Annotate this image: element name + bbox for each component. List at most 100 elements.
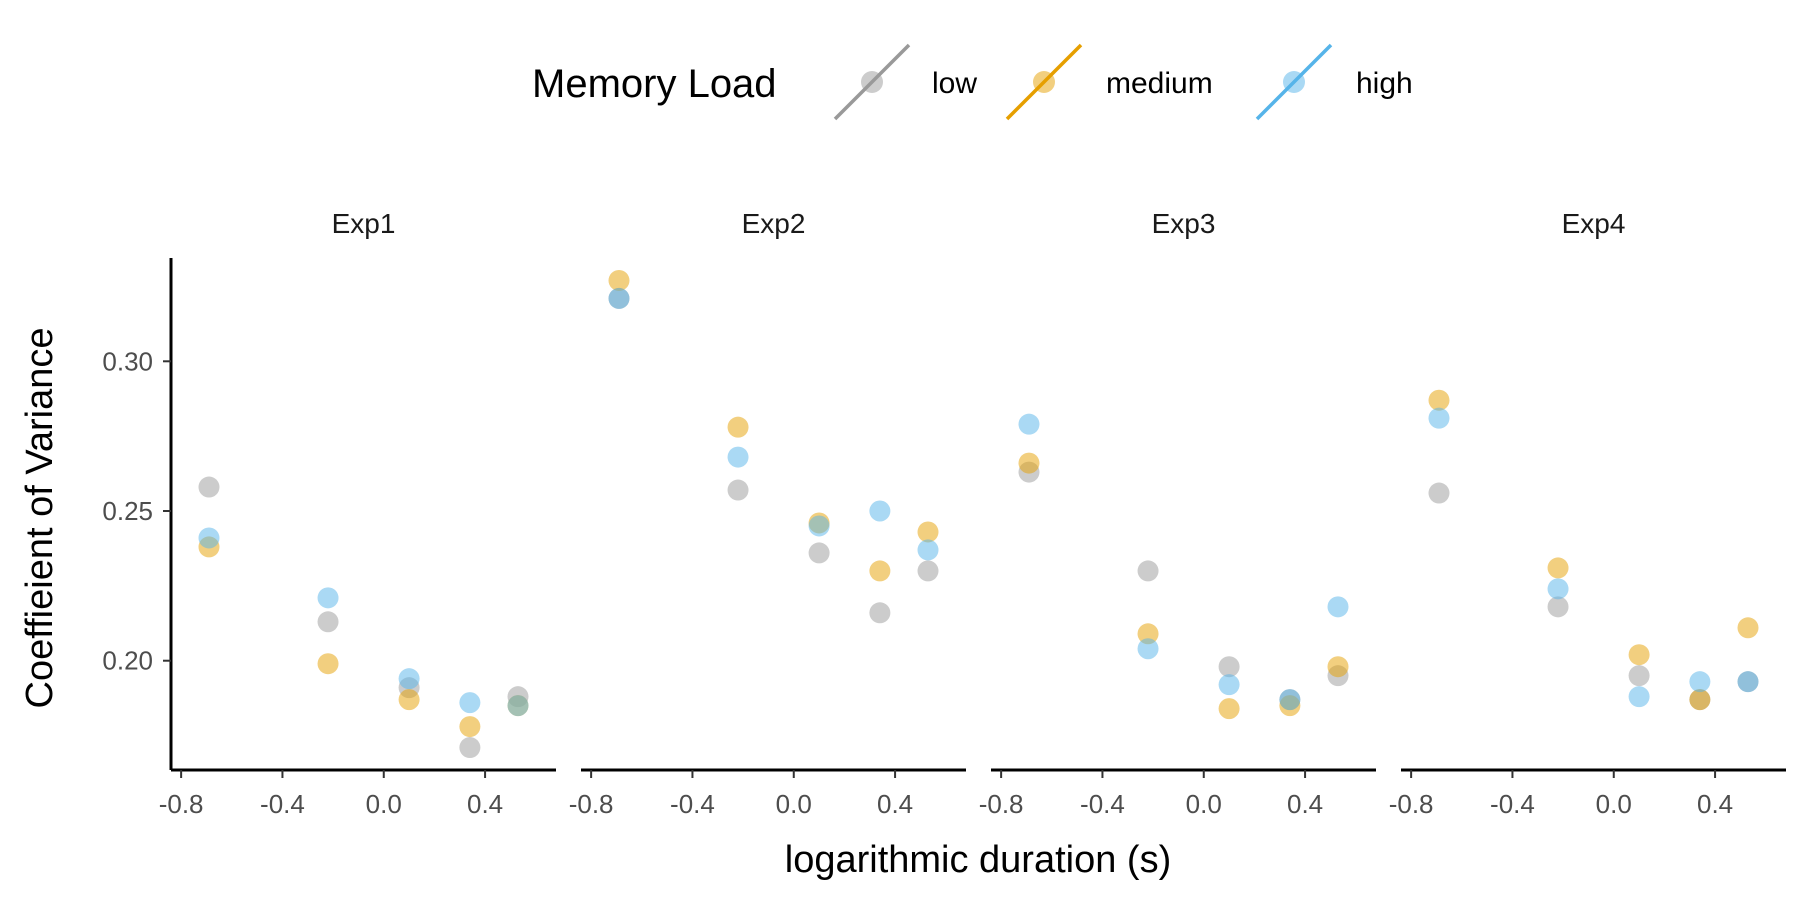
x-tick-label: -0.4 — [260, 789, 305, 819]
legend-key-high: high — [1255, 43, 1413, 121]
panel-exp2: Exp2 -0.8 -0.4 0.0 0.4 — [569, 208, 966, 819]
data-point-low — [1428, 482, 1450, 504]
panel-exp1: Exp1 -0.8 -0.4 0.0 0.4 0.20 0.25 0.30 — [102, 208, 556, 819]
panel-title: Exp1 — [332, 208, 396, 239]
data-point-high — [198, 527, 220, 549]
legend-point-low — [861, 71, 883, 93]
x-axis-title: logarithmic duration (s) — [785, 839, 1171, 881]
data-point-low — [917, 560, 939, 582]
data-point-medium — [459, 716, 481, 738]
data-point-medium — [1737, 617, 1759, 639]
data-point-medium — [1018, 452, 1040, 474]
data-point-low — [1137, 560, 1159, 582]
series-low — [1428, 482, 1759, 711]
series-high — [1018, 413, 1349, 711]
series-high — [1428, 407, 1759, 708]
data-point-low — [1628, 665, 1650, 687]
data-point-medium — [1218, 698, 1240, 720]
series-medium — [1428, 389, 1759, 711]
x-tick-label: -0.8 — [979, 789, 1024, 819]
data-point-high — [1137, 638, 1159, 660]
legend-label-high: high — [1356, 67, 1413, 100]
data-point-low — [459, 737, 481, 759]
data-point-medium — [1327, 656, 1349, 678]
x-tick-label: 0.4 — [1287, 789, 1323, 819]
x-tick-label: 0.4 — [467, 789, 503, 819]
panel-exp4: Exp4 -0.8 -0.4 0.0 0.4 — [1389, 208, 1786, 819]
data-point-medium — [1137, 623, 1159, 645]
x-tick-label: -0.8 — [569, 789, 614, 819]
data-point-medium — [398, 689, 420, 711]
data-point-low — [727, 479, 749, 501]
data-point-high — [398, 668, 420, 690]
data-point-medium — [1428, 389, 1450, 411]
data-point-high — [1018, 413, 1040, 435]
data-point-high — [1327, 596, 1349, 618]
data-point-high — [459, 692, 481, 714]
y-tick-label: 0.25 — [102, 496, 153, 526]
y-axis-title: Coeffieient of Variance — [19, 328, 61, 709]
panel-exp3: Exp3 -0.8 -0.4 0.0 0.4 — [979, 208, 1376, 819]
legend-label-medium: medium — [1106, 67, 1213, 100]
y-tick-label: 0.20 — [102, 646, 153, 676]
series-high — [198, 527, 529, 717]
data-point-medium — [317, 653, 339, 675]
data-point-high — [1279, 689, 1301, 711]
series-low — [1018, 461, 1349, 711]
panel-title: Exp4 — [1562, 208, 1626, 239]
data-point-high — [1628, 686, 1650, 708]
x-tick-label: 0.0 — [776, 789, 812, 819]
data-point-high — [1737, 671, 1759, 693]
data-point-high — [869, 500, 891, 522]
series-high — [608, 287, 939, 561]
panel-title: Exp2 — [742, 208, 806, 239]
legend-key-medium: medium — [1005, 43, 1213, 121]
data-point-low — [1547, 596, 1569, 618]
panel-title: Exp3 — [1152, 208, 1216, 239]
data-point-medium — [727, 416, 749, 438]
data-point-high — [1218, 674, 1240, 696]
data-point-low — [317, 611, 339, 633]
data-point-high — [1689, 671, 1711, 693]
x-tick-label: -0.8 — [1389, 789, 1434, 819]
series-low — [198, 476, 529, 759]
data-point-high — [727, 446, 749, 468]
x-tick-label: -0.4 — [670, 789, 715, 819]
data-point-high — [808, 515, 830, 537]
y-tick-label: 0.30 — [102, 346, 153, 376]
data-point-low — [808, 542, 830, 564]
x-tick-label: 0.0 — [1186, 789, 1222, 819]
x-tick-label: 0.4 — [1697, 789, 1733, 819]
legend-title: Memory Load — [532, 62, 777, 106]
legend-point-high — [1283, 71, 1305, 93]
x-tick-label: -0.4 — [1080, 789, 1125, 819]
data-point-medium — [1689, 689, 1711, 711]
data-point-high — [1547, 578, 1569, 600]
data-point-high — [917, 539, 939, 561]
data-point-high — [608, 287, 630, 309]
x-tick-label: 0.4 — [877, 789, 913, 819]
data-point-low — [869, 602, 891, 624]
series-medium — [608, 269, 939, 582]
data-point-medium — [1547, 557, 1569, 579]
data-point-high — [1428, 407, 1450, 429]
legend-point-medium — [1033, 71, 1055, 93]
data-point-high — [507, 695, 529, 717]
legend-key-low: low — [833, 43, 977, 121]
data-point-high — [317, 587, 339, 609]
legend: Memory Load low medium high — [532, 43, 1413, 121]
series-medium — [1018, 452, 1349, 720]
x-tick-label: 0.0 — [1596, 789, 1632, 819]
data-point-medium — [869, 560, 891, 582]
facet-panels: Exp1 -0.8 -0.4 0.0 0.4 0.20 0.25 0.30 Exp2 -0.8 -0… — [102, 208, 1786, 819]
legend-label-low: low — [932, 67, 977, 100]
data-point-medium — [608, 269, 630, 291]
x-tick-label: 0.0 — [366, 789, 402, 819]
data-point-low — [1218, 656, 1240, 678]
data-point-medium — [1628, 644, 1650, 666]
data-point-low — [198, 476, 220, 498]
x-tick-label: -0.4 — [1490, 789, 1535, 819]
x-tick-label: -0.8 — [159, 789, 204, 819]
data-point-medium — [917, 521, 939, 543]
